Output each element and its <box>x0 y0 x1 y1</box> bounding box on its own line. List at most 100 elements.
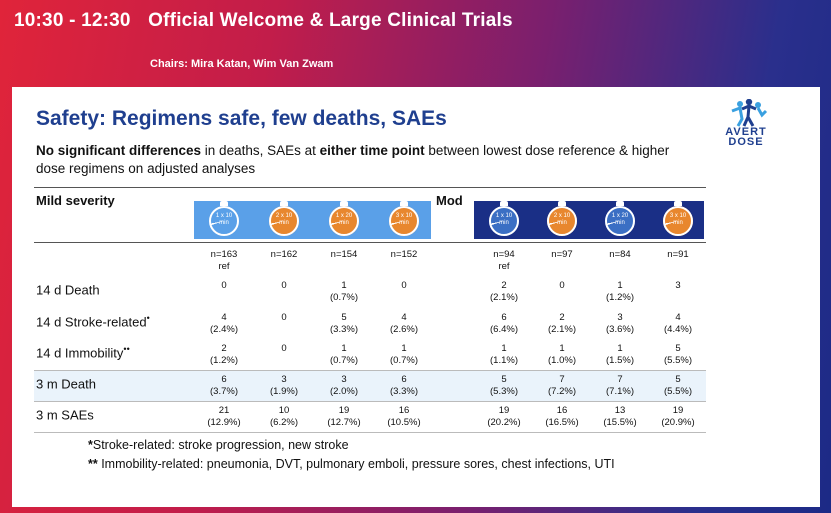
table-cell: 1 (0.7%) <box>314 280 374 304</box>
table-cell: 4 (2.4%) <box>194 312 254 336</box>
row-label: 3 m Death <box>36 375 96 391</box>
row-divider <box>34 401 706 402</box>
table-cell: 5 (3.3%) <box>314 312 374 336</box>
dial-face <box>605 206 635 236</box>
cell-count: 5 <box>341 312 347 323</box>
regimen-dial-icon: 1 x 10 min <box>489 201 519 236</box>
n-count: n=91 <box>667 249 689 260</box>
cell-count: 2 <box>559 312 565 323</box>
table-cell: 5 (5.5%) <box>648 374 708 398</box>
dial-label-line2: min <box>339 220 349 226</box>
footnote-text: Immobility-related: pneumonia, DVT, pulm… <box>97 457 615 471</box>
three-month-row-highlight <box>34 370 706 401</box>
regimen-dial-icon: 1 x 20 min <box>329 201 359 236</box>
row-divider <box>34 370 706 371</box>
dial-knob <box>340 201 348 206</box>
dial-label-line1: 2 x 10 <box>553 213 571 219</box>
dial-label: 2 x 10 min <box>269 213 299 227</box>
regimen-dial-icon: 2 x 10 min <box>547 201 577 236</box>
cell-count: 0 <box>281 343 287 354</box>
dial-face <box>389 206 419 236</box>
cell-percent: (7.1%) <box>606 386 634 397</box>
table-cell: 7 (7.1%) <box>590 374 650 398</box>
table-cell: 6 (6.4%) <box>474 312 534 336</box>
cell-percent: (16.5%) <box>545 417 579 428</box>
row-label: 14 d Stroke-related• <box>36 313 150 329</box>
cell-percent: (7.2%) <box>548 386 576 397</box>
cell-percent: (12.9%) <box>207 417 241 428</box>
row-label-text: 14 d Immobility <box>36 345 124 361</box>
row-divider <box>34 432 706 433</box>
cell-percent: (6.4%) <box>490 324 518 335</box>
cell-percent: (1.1%) <box>490 355 518 366</box>
dial-label-line2: min <box>673 220 683 226</box>
table-cell: 0 <box>254 280 314 292</box>
cell-percent: (10.5%) <box>387 417 421 428</box>
n-header-cell: n=154 <box>314 249 374 261</box>
table-cell: 6 (3.3%) <box>374 374 434 398</box>
table-cell: 19 (20.2%) <box>474 405 534 429</box>
dial-label: 1 x 20 min <box>329 213 359 227</box>
table-cell: 13 (15.5%) <box>590 405 650 429</box>
dial-label-line1: 1 x 10 <box>215 213 233 219</box>
cell-percent: (1.2%) <box>606 292 634 303</box>
table-cell: 1 (1.0%) <box>532 343 592 367</box>
dial-knob <box>674 201 682 206</box>
cell-percent: (1.2%) <box>210 355 238 366</box>
slide: Safety: Regimens safe, few deaths, SAEs … <box>12 87 820 507</box>
table-cell: 2 (2.1%) <box>474 280 534 304</box>
cell-count: 3 <box>281 374 287 385</box>
row-label-text: 14 d Death <box>36 282 100 298</box>
slide-subtitle: No significant differences in deaths, SA… <box>36 142 676 178</box>
table-cell: 19 (20.9%) <box>648 405 708 429</box>
dial-label-line2: min <box>557 220 567 226</box>
n-header-cell: n=94 ref <box>474 249 534 273</box>
n-header-cell: n=84 <box>590 249 650 261</box>
dial-knob <box>500 201 508 206</box>
cell-percent: (5.5%) <box>664 386 692 397</box>
cell-percent: (3.3%) <box>390 386 418 397</box>
cell-count: 6 <box>501 312 507 323</box>
table-cell: 2 (2.1%) <box>532 312 592 336</box>
cell-count: 3 <box>675 280 681 291</box>
cell-count: 4 <box>675 312 681 323</box>
table-cell: 0 <box>254 343 314 355</box>
logo-text: AVERT DOSE <box>718 126 774 148</box>
dial-label: 2 x 10 min <box>547 213 577 227</box>
cell-percent: (1.5%) <box>606 355 634 366</box>
logo-line-avert: AVERT <box>725 126 767 138</box>
session-chairs: Chairs: Mira Katan, Wim Van Zwam <box>150 58 334 70</box>
n-header-cell: n=162 <box>254 249 314 261</box>
table-cell: 1 (1.2%) <box>590 280 650 304</box>
row-label-text: 14 d Stroke-related <box>36 314 147 330</box>
table-header-rule <box>34 242 706 243</box>
cell-percent: (3.7%) <box>210 386 238 397</box>
table-cell: 4 (4.4%) <box>648 312 708 336</box>
slide-title: Safety: Regimens safe, few deaths, SAEs <box>36 107 447 130</box>
table-cell: 0 <box>532 280 592 292</box>
regimen-dial-icon: 3 x 10 min <box>389 201 419 236</box>
ref-marker: ref <box>498 261 510 272</box>
dial-knob <box>280 201 288 206</box>
dial-label: 1 x 10 min <box>489 213 519 227</box>
cell-percent: (0.7%) <box>330 355 358 366</box>
cell-count: 1 <box>401 343 407 354</box>
dial-label-line2: min <box>499 220 509 226</box>
cell-percent: (0.7%) <box>390 355 418 366</box>
footnote-marker: * <box>88 438 93 452</box>
cell-count: 7 <box>617 374 623 385</box>
dial-label-line2: min <box>615 220 625 226</box>
session-header: 10:30 - 12:30 Official Welcome & Large C… <box>14 10 513 32</box>
dial-label-line1: 1 x 20 <box>611 213 629 219</box>
n-count: n=163 <box>210 249 238 260</box>
cell-count: 3 <box>617 312 623 323</box>
table-cell: 3 (1.9%) <box>254 374 314 398</box>
cell-count: 1 <box>501 343 507 354</box>
row-label: 14 d Immobility•• <box>36 344 130 360</box>
dial-label: 3 x 10 min <box>663 213 693 227</box>
cell-count: 7 <box>559 374 565 385</box>
n-count: n=152 <box>390 249 418 260</box>
table-cell: 16 (10.5%) <box>374 405 434 429</box>
group-label-mild: Mild severity <box>36 193 115 208</box>
table-cell: 5 (5.3%) <box>474 374 534 398</box>
